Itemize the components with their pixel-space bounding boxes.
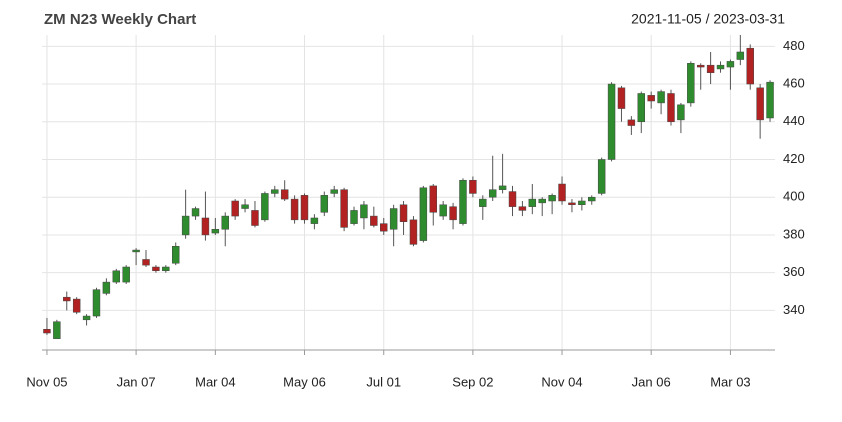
candle-body	[280, 189, 289, 200]
candle-body	[469, 179, 477, 194]
candle-body	[82, 315, 91, 321]
candle-body	[389, 208, 398, 230]
candle-body	[637, 93, 645, 123]
candle-body	[122, 266, 130, 283]
candle-body	[330, 189, 338, 194]
x-tick-label: Nov 04	[541, 374, 582, 389]
y-tick-label: 340	[783, 302, 805, 317]
candle-body	[181, 215, 190, 236]
candle-body	[746, 47, 754, 85]
candle-body	[528, 198, 537, 207]
x-tick-label: Nov 05	[26, 374, 67, 389]
candle-body	[588, 196, 596, 202]
candle-body	[360, 204, 368, 219]
candle-body	[578, 200, 586, 206]
candle-body	[498, 185, 507, 190]
candle-body	[696, 64, 705, 68]
candle-body	[112, 270, 121, 283]
candle-body	[667, 93, 675, 123]
candle-body	[231, 200, 239, 217]
candle-body	[241, 204, 249, 209]
candle-body	[647, 95, 655, 102]
y-tick-label: 420	[783, 151, 805, 166]
y-tick-label: 480	[783, 38, 805, 53]
y-tick-label: 440	[783, 113, 805, 128]
candle-body	[597, 159, 606, 194]
candle-body	[221, 215, 229, 230]
candle-body	[568, 202, 576, 206]
candle-body	[508, 191, 517, 207]
candle-body	[706, 64, 715, 73]
x-tick-label: Jul 01	[366, 374, 401, 389]
candle-body	[310, 217, 319, 224]
candle-body	[439, 204, 447, 217]
candle-body	[191, 208, 200, 217]
candle-body	[53, 321, 61, 339]
candle-body	[548, 195, 556, 202]
candle-body	[102, 281, 111, 294]
candle-body	[290, 198, 299, 221]
candle-body	[132, 249, 140, 253]
candle-body	[92, 289, 101, 317]
y-tick-label: 380	[783, 226, 805, 241]
candle-body	[399, 204, 408, 222]
x-tick-label: Mar 03	[710, 374, 750, 389]
candle-body	[43, 329, 51, 334]
x-tick-label: May 06	[283, 374, 326, 389]
candle-body	[409, 219, 418, 245]
candle-body	[459, 179, 467, 224]
candle-body	[479, 198, 487, 207]
x-tick-label: Jan 07	[117, 374, 156, 389]
candle-body	[766, 81, 774, 119]
candle-body	[152, 266, 160, 272]
candle-body	[756, 87, 764, 121]
candle-body	[72, 298, 81, 313]
candle-body	[320, 195, 329, 213]
candle-body	[300, 195, 309, 221]
candle-body	[162, 266, 170, 272]
x-tick-label: Mar 04	[195, 374, 235, 389]
candle-body	[657, 91, 665, 104]
candle-body	[538, 198, 546, 204]
candle-body	[172, 246, 180, 264]
candle-body	[488, 189, 497, 198]
y-tick-label: 400	[783, 189, 805, 204]
candle-body	[271, 189, 279, 194]
candle-body	[607, 83, 616, 160]
candle-body	[736, 51, 745, 60]
y-tick-label: 360	[783, 264, 805, 279]
candle-body	[350, 210, 358, 224]
candle-body	[617, 87, 626, 109]
candle-body	[726, 61, 735, 68]
candle-body	[261, 193, 269, 221]
candle-body	[380, 223, 388, 232]
y-tick-label: 460	[783, 75, 805, 90]
x-tick-label: Jan 06	[632, 374, 671, 389]
candle-body	[63, 296, 71, 302]
candle-body	[211, 229, 220, 234]
candle-body	[251, 210, 259, 226]
candle-body	[340, 189, 348, 228]
candle-body	[201, 217, 210, 236]
x-tick-label: Sep 02	[452, 374, 493, 389]
candle-body	[370, 215, 378, 226]
candle-body	[142, 259, 150, 266]
candle-body	[419, 187, 428, 241]
candle-body	[449, 206, 457, 221]
chart-subtitle: 2021-11-05 / 2023-03-31	[631, 11, 785, 27]
candle-body	[627, 119, 636, 126]
candle-body	[429, 185, 437, 213]
chart-title: ZM N23 Weekly Chart	[44, 11, 196, 28]
candle-body	[716, 64, 725, 70]
candle-body	[518, 206, 527, 211]
candle-body	[687, 63, 695, 104]
candle-body	[677, 104, 685, 121]
candle-body	[558, 183, 566, 202]
